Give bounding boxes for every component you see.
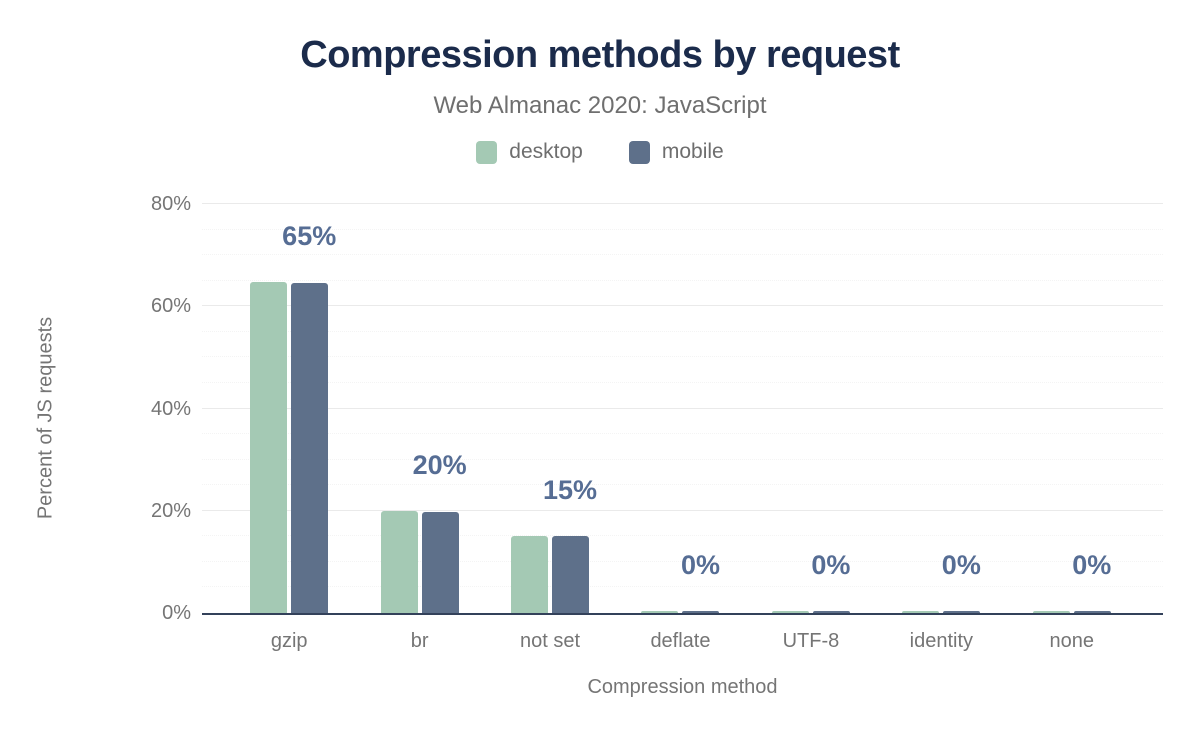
legend: desktop mobile <box>0 140 1200 164</box>
bar-mobile-none[interactable] <box>1073 611 1111 613</box>
major-gridline-20 <box>202 509 1163 511</box>
category-label-br: br <box>410 630 429 652</box>
y-tick-label-0: 0% <box>162 602 191 624</box>
category-label-utf-8: UTF-8 <box>782 630 840 652</box>
bar-mobile-br[interactable] <box>421 512 459 613</box>
minor-gridline-50 <box>202 356 1163 358</box>
chart-subtitle: Web Almanac 2020: JavaScript <box>433 92 767 119</box>
bar-desktop-deflate[interactable] <box>641 611 679 613</box>
category-label-identity: identity <box>909 630 973 652</box>
bar-group-identity: 0% identity <box>876 204 1006 652</box>
plot-area: 65% gzip 20% br 15% not set 0% deflate 0% UTF-8 0%… <box>202 203 1163 652</box>
bar-desktop-br[interactable] <box>380 511 418 613</box>
bar-group-deflate: 0% deflate <box>615 204 745 652</box>
bar-desktop-not-set[interactable] <box>511 536 549 613</box>
bars-row: 65% gzip 20% br 15% not set 0% deflate 0% UTF-8 0%… <box>224 204 1137 652</box>
major-gridline-60 <box>202 305 1163 307</box>
y-tick-label-60: 60% <box>150 295 191 318</box>
bar-group-not-set: 15% not set <box>485 204 615 652</box>
major-gridline-80 <box>202 203 1163 204</box>
chart-title: Compression methods by request <box>300 34 900 76</box>
legend-label-mobile: mobile <box>661 140 724 163</box>
bar-mobile-deflate[interactable] <box>682 611 720 613</box>
legend-label-desktop: desktop <box>509 140 583 163</box>
bar-mobile-not-set[interactable] <box>552 536 590 613</box>
legend-swatch-desktop <box>476 140 498 164</box>
minor-gridline-55 <box>202 330 1163 332</box>
minor-gridline-65 <box>202 279 1163 281</box>
bar-mobile-utf-8[interactable] <box>812 611 850 613</box>
bar-desktop-identity[interactable] <box>902 611 940 613</box>
value-label-deflate: 0% <box>680 550 720 580</box>
minor-gridline-70 <box>202 254 1163 256</box>
bar-desktop-utf-8[interactable] <box>771 611 809 613</box>
bar-group-none: 0% none <box>1007 204 1137 652</box>
minor-gridline-25 <box>202 484 1163 486</box>
minor-gridline-5 <box>202 586 1163 588</box>
category-label-deflate: deflate <box>650 630 711 652</box>
minor-gridline-10 <box>202 560 1163 562</box>
legend-item-desktop: desktop <box>476 140 583 164</box>
y-tick-label-20: 20% <box>150 499 191 522</box>
value-label-identity: 0% <box>941 550 981 580</box>
legend-item-mobile: mobile <box>628 140 724 164</box>
y-axis-title: Percent of JS requests <box>34 316 57 520</box>
legend-swatch-mobile <box>628 140 650 164</box>
minor-gridline-15 <box>202 535 1163 537</box>
value-label-br: 20% <box>412 450 467 480</box>
bar-group-utf-8: 0% UTF-8 <box>746 204 876 652</box>
bar-mobile-gzip[interactable] <box>291 283 329 613</box>
value-label-not-set: 15% <box>543 475 598 505</box>
minor-gridline-30 <box>202 458 1163 460</box>
value-label-none: 0% <box>1072 550 1112 580</box>
bar-desktop-gzip[interactable] <box>250 282 288 613</box>
x-axis-line <box>202 613 1163 615</box>
value-label-gzip: 65% <box>282 221 337 251</box>
category-label-not-set: not set <box>520 630 581 652</box>
minor-gridline-35 <box>202 433 1163 435</box>
category-label-gzip: gzip <box>270 630 308 652</box>
bar-group-br: 20% br <box>354 204 484 652</box>
major-gridline-40 <box>202 407 1163 409</box>
value-label-utf-8: 0% <box>811 550 851 580</box>
y-tick-label-80: 80% <box>150 193 191 215</box>
bar-group-gzip: 65% gzip <box>224 204 354 652</box>
category-label-none: none <box>1049 630 1094 652</box>
bar-desktop-none[interactable] <box>1032 611 1070 613</box>
minor-gridline-45 <box>202 381 1163 383</box>
x-axis-title: Compression method <box>587 676 778 698</box>
y-tick-label-40: 40% <box>150 397 191 420</box>
minor-gridline-75 <box>202 228 1163 230</box>
bar-mobile-identity[interactable] <box>943 611 981 613</box>
